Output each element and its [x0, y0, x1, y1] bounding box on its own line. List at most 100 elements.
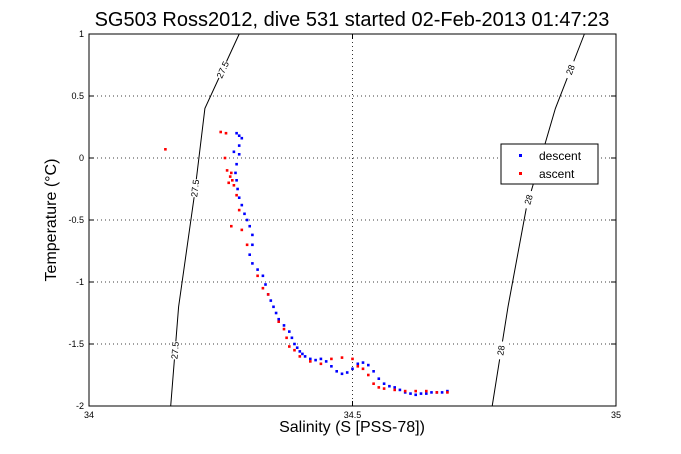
point-ascent — [288, 345, 291, 348]
point-ascent — [309, 360, 312, 363]
point-ascent — [230, 224, 233, 228]
y-tick-label: -0.5 — [68, 215, 84, 225]
point-ascent — [237, 208, 241, 212]
point-descent — [251, 262, 254, 265]
point-descent — [261, 274, 265, 278]
contour-label: 27.5 — [169, 341, 180, 359]
point-descent — [251, 233, 254, 237]
point-ascent — [377, 386, 381, 389]
contour-label-bg — [169, 341, 181, 360]
point-ascent — [351, 357, 354, 361]
contour-label-bg — [214, 59, 232, 81]
point-descent — [398, 388, 402, 392]
point-descent — [237, 134, 241, 137]
point-descent — [335, 370, 338, 373]
point-descent — [282, 324, 286, 327]
point-ascent — [403, 389, 407, 393]
point-descent — [235, 162, 238, 166]
point-descent — [309, 357, 312, 361]
point-ascent — [277, 320, 280, 323]
point-descent — [301, 352, 304, 356]
point-descent — [330, 365, 333, 368]
point-ascent — [266, 293, 270, 296]
x-tick-label: 35 — [611, 410, 621, 420]
point-ascent — [164, 148, 167, 151]
contour-label-bg — [189, 178, 202, 198]
point-ascent — [232, 184, 236, 187]
point-descent — [388, 384, 391, 388]
point-descent — [243, 212, 246, 216]
point-descent — [324, 360, 328, 363]
point-ascent — [240, 228, 244, 232]
legend-marker-descent — [519, 154, 522, 157]
contour-label-bg — [521, 189, 536, 210]
point-descent — [393, 386, 396, 389]
point-ascent — [446, 391, 449, 394]
point-ascent — [319, 362, 323, 366]
point-ascent — [393, 388, 396, 392]
point-descent — [298, 350, 302, 353]
point-ascent — [256, 274, 259, 278]
y-tick-label: -1 — [76, 277, 84, 287]
point-ascent — [414, 389, 417, 393]
point-ascent — [340, 356, 344, 359]
contour-label: 28 — [522, 193, 534, 205]
point-descent — [356, 362, 360, 366]
y-tick-label: -1.5 — [68, 339, 84, 349]
point-descent — [319, 357, 323, 361]
point-descent — [351, 367, 354, 371]
point-descent — [248, 253, 251, 256]
point-ascent — [361, 367, 365, 371]
x-tick-label: 34.5 — [344, 410, 362, 420]
point-ascent — [298, 355, 302, 358]
point-ascent — [285, 336, 288, 340]
legend-marker-ascent — [519, 172, 522, 175]
contour-label: 28 — [564, 63, 577, 76]
point-descent — [361, 361, 365, 364]
y-tick-label: -2 — [76, 401, 84, 411]
point-descent — [245, 218, 249, 222]
contour-label: 28 — [495, 345, 506, 356]
y-tick-label: 0 — [79, 153, 84, 163]
point-descent — [419, 392, 423, 395]
point-descent — [269, 299, 273, 302]
point-descent — [277, 317, 280, 321]
point-descent — [440, 391, 444, 394]
point-descent — [446, 389, 449, 393]
point-descent — [430, 391, 433, 394]
point-ascent — [228, 175, 232, 178]
point-ascent — [245, 243, 249, 247]
point-descent — [256, 268, 259, 271]
point-ascent — [230, 171, 233, 175]
point-descent — [414, 393, 417, 397]
point-descent — [234, 171, 237, 175]
point-descent — [272, 305, 275, 309]
point-descent — [248, 224, 251, 228]
data-points — [164, 130, 449, 397]
point-ascent — [435, 391, 439, 394]
point-descent — [288, 330, 291, 333]
point-ascent — [225, 169, 229, 172]
grid-lines — [89, 34, 616, 406]
point-ascent — [219, 130, 222, 134]
point-descent — [235, 179, 238, 182]
point-ascent — [293, 348, 296, 352]
point-descent — [367, 363, 370, 367]
y-tick-label: 0.5 — [71, 91, 84, 101]
axis-ticks: 34 34.5 35 -2 -1.5 -1 -0.5 0 0.5 1 — [68, 29, 621, 420]
point-ascent — [367, 373, 370, 377]
point-descent — [236, 187, 239, 191]
point-ascent — [231, 179, 234, 182]
x-tick-label: 34 — [84, 410, 94, 420]
point-ascent — [372, 382, 375, 385]
point-ascent — [223, 156, 227, 160]
point-descent — [295, 346, 299, 349]
x-axis-label: Salinity (S [PSS-78]) — [279, 419, 425, 436]
point-descent — [303, 355, 307, 358]
point-descent — [240, 203, 244, 207]
point-ascent — [261, 286, 265, 290]
point-ascent — [356, 365, 360, 368]
point-descent — [240, 136, 244, 140]
point-descent — [235, 131, 238, 135]
